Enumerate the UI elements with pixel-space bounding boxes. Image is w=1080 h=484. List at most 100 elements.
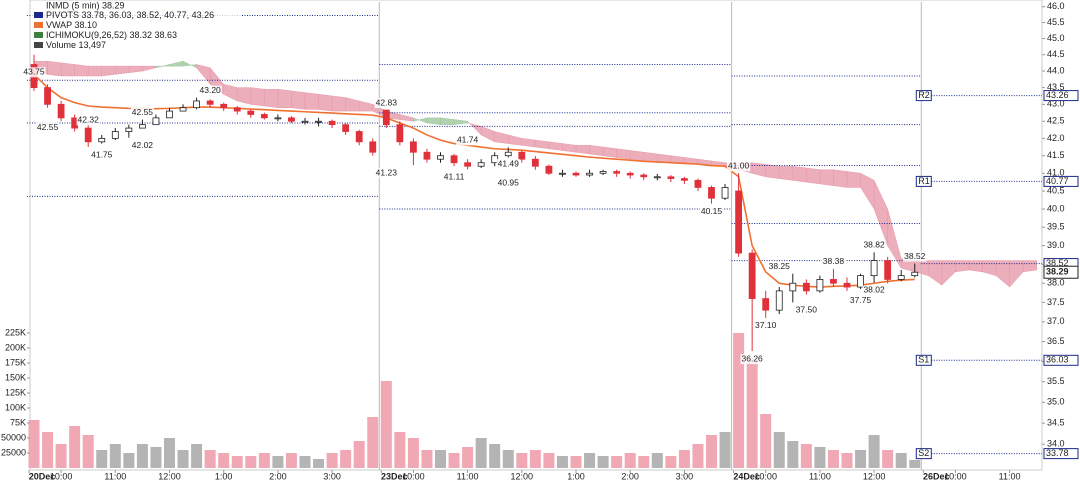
volume-bar (746, 357, 758, 468)
candle-body (857, 275, 864, 288)
ichimoku-cloud (833, 169, 848, 188)
volume-bar (827, 450, 839, 468)
legend-swatch (34, 22, 43, 28)
chart-title: INMD (5 min) 38.29 (46, 0, 125, 10)
volume-bar (231, 456, 243, 468)
pivot-tag-box (1043, 90, 1079, 102)
candle-body (884, 260, 892, 280)
volume-tick-label: 50000 (1, 432, 26, 442)
ichimoku-cloud (521, 138, 536, 148)
candle-body (111, 131, 119, 139)
y-tick-label: 41.5 (1047, 150, 1065, 160)
ichimoku-cloud (792, 165, 807, 183)
candle-body (328, 120, 336, 126)
candle-body (789, 282, 797, 292)
volume-bar (651, 453, 663, 468)
y-tick-label: 40.5 (1047, 185, 1065, 195)
volume-bar (787, 441, 799, 468)
candle-body (911, 271, 919, 277)
volume-tick-label: 225K (5, 327, 26, 337)
pivot-tag: 43.26 (1046, 90, 1069, 100)
last-price-box (1043, 265, 1079, 279)
volume-tick-label: 175K (5, 357, 26, 367)
candle-body (681, 178, 688, 181)
annotation-box (198, 85, 222, 96)
annotation: 41.11 (444, 172, 465, 182)
legend-swatch (34, 32, 43, 38)
annotation: 38.38 (823, 256, 845, 266)
pivot-tag: 40.77 (1046, 176, 1069, 186)
candle-body (233, 107, 241, 112)
volume-tick-label: 75K (10, 417, 26, 427)
annotation: 41.75 (91, 149, 113, 159)
x-tick-label: 12:00 (863, 471, 886, 481)
y-tick-label: 34.0 (1047, 439, 1065, 449)
volume-bar (706, 435, 717, 468)
candle-body (288, 117, 295, 122)
legend-label: ICHIMOKU(9,26,52) 38.32 38.63 (46, 30, 177, 40)
annotation-box (862, 240, 886, 251)
candle-body (152, 117, 160, 126)
ichimoku-cloud (589, 145, 604, 157)
y-tick-label: 45.0 (1047, 33, 1065, 43)
ichimoku-cloud (819, 169, 834, 186)
volume-bar (394, 432, 406, 468)
ichimoku-cloud (60, 62, 75, 77)
candle-body (775, 290, 783, 311)
volume-bar (448, 453, 460, 468)
annotation-box (754, 320, 778, 331)
candle-body (667, 176, 675, 179)
annotation-box (22, 67, 46, 78)
annotation: 42.83 (376, 97, 398, 107)
volume-bar (611, 456, 623, 468)
annotation-layer: 43.75 42.55 42.32 41.75 42.55 42.02 43.20 42.83… (22, 67, 927, 365)
volume-bar (475, 438, 487, 468)
x-tick-label: 1:00 (567, 471, 585, 481)
volume-bar (502, 450, 514, 468)
ichimoku-cloud (47, 60, 62, 77)
candle-body (572, 172, 580, 176)
volume-bar (733, 333, 745, 468)
ichimoku-cloud (955, 260, 970, 273)
candle-body (843, 282, 851, 288)
annotation-box (862, 285, 886, 296)
legend-box (32, 1, 242, 51)
volume-bar (800, 444, 812, 468)
pivot-label-box (915, 90, 932, 102)
volume-bar (218, 453, 230, 468)
volume-bar (543, 453, 555, 468)
candle-body (504, 151, 512, 157)
candle-body (98, 137, 106, 143)
candle-body (802, 282, 810, 292)
x-tick-label: 12:00 (511, 471, 534, 481)
candle-body (450, 155, 458, 164)
ichimoku-cloud (575, 145, 590, 155)
volume-bar (28, 420, 40, 468)
legend-swatch (34, 12, 43, 18)
annotation-box (699, 206, 724, 217)
candle-body (84, 127, 92, 143)
annotation-box (35, 122, 60, 133)
ichimoku-cloud (264, 89, 279, 108)
candle-body (531, 158, 539, 167)
volume-bar (177, 450, 189, 468)
annotation-box (903, 251, 927, 262)
volume-bar (570, 456, 582, 468)
candle-body (464, 162, 472, 167)
ichimoku-cloud (331, 95, 346, 112)
y-tick-label: 39.0 (1047, 240, 1065, 250)
x-tick-label: 10:00 (402, 471, 425, 481)
candle-body (586, 172, 593, 176)
legend-swatch (34, 42, 43, 48)
volume-bar (313, 459, 325, 468)
ichimoku-cloud (846, 171, 861, 188)
volume-bar (421, 450, 433, 468)
candle-body (274, 117, 282, 120)
volume-bar (191, 444, 203, 468)
annotation-box (130, 107, 155, 118)
volume-bar (895, 453, 907, 468)
volume-bar (678, 450, 690, 468)
plot-frame (29, 0, 1043, 471)
pivot-tag-box (1043, 354, 1079, 366)
